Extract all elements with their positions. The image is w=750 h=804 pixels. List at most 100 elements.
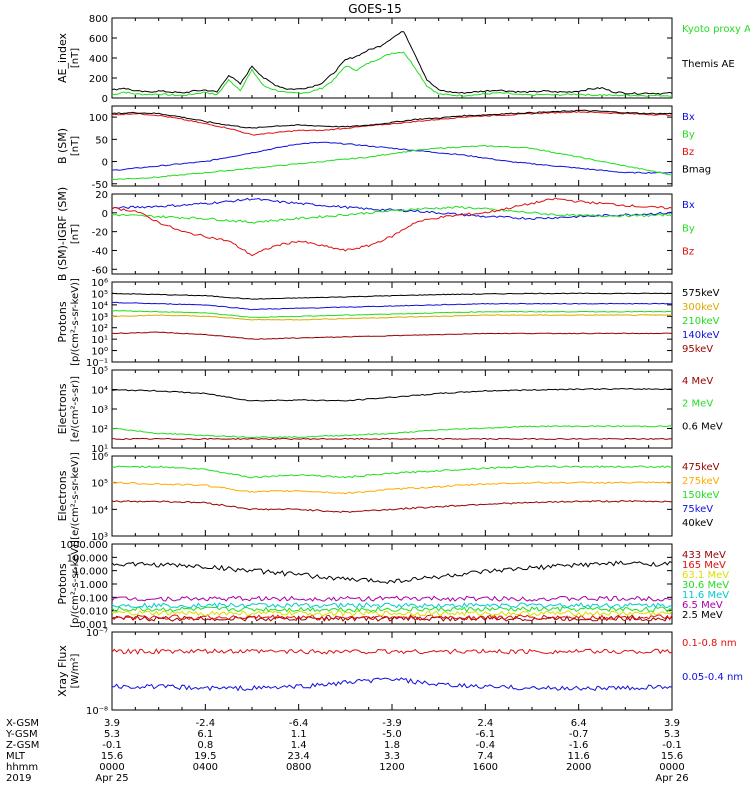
panel-bigrf: -60 -40 -20 0 20 B (SM)-IGRF (SM) [nT] Bx By Bz [56, 187, 695, 281]
series-line [112, 331, 673, 340]
y-tick-label: 50 [95, 135, 108, 146]
y-axis-unit: [nT] [70, 224, 81, 244]
series-line [111, 610, 673, 617]
panel-xray: 10⁻⁸ 10⁻⁷ Xray Flux [W/m²] 0.1-0.8 nm 0.05-0.… [56, 628, 743, 717]
series-line [111, 309, 672, 319]
footer-cell: 11.6 [568, 751, 590, 762]
y-tick-label: 800 [89, 14, 108, 25]
y-tick-label: -20 [92, 228, 108, 239]
series-line [111, 205, 673, 224]
y-axis-unit: [e/(cm²-s-sr-keV)] [70, 452, 81, 540]
y-tick-label: 10² [91, 425, 108, 436]
y-tick-label: 10⁻⁷ [86, 628, 108, 639]
legend-entry: Bmag [682, 165, 711, 176]
footer-cell: 7.4 [477, 751, 493, 762]
y-axis-label: Electrons [56, 470, 69, 521]
legend-entry: 0.6 MeV [682, 421, 723, 432]
y-tick-label: 10³ [91, 405, 108, 416]
footer-cell: 5.3 [104, 729, 120, 740]
footer-cell: -0.7 [569, 729, 589, 740]
series-line [111, 481, 673, 495]
footer-cell: 15.6 [101, 751, 123, 762]
y-axis-label: B (SM) [56, 128, 69, 164]
y-tick-label: -40 [92, 246, 108, 257]
legend-entry: 475keV [682, 462, 720, 473]
footer-cell: 0400 [193, 762, 218, 773]
legend-entry: 63.1 MeV [682, 570, 729, 581]
footer-row-label: X-GSM [6, 718, 39, 729]
footer-cell: 1.1 [291, 729, 307, 740]
y-axis-unit: [nT] [70, 136, 81, 156]
series-line [111, 677, 673, 692]
footer-cell: Apr 25 [95, 773, 128, 784]
legend-entry: Bx [682, 112, 695, 123]
legend-entry: 140keV [682, 330, 720, 341]
plot-frame [111, 455, 673, 537]
y-axis-label: Xray Flux [56, 645, 69, 697]
footer-cell: 2.4 [477, 718, 493, 729]
series-line [111, 51, 673, 97]
y-axis-label: Protons [56, 563, 69, 604]
footer-row-label: 2019 [6, 773, 31, 784]
footer-cell: 1600 [473, 762, 498, 773]
y-tick-label: 0 [102, 158, 108, 169]
series-line [111, 301, 673, 311]
legend-entry: Bx [682, 200, 695, 211]
series-line [111, 197, 673, 257]
footer-cell: 3.9 [104, 718, 120, 729]
y-tick-label: 0.100 [79, 593, 108, 604]
series-line [111, 560, 673, 585]
y-axis-label: AE_index [56, 32, 69, 83]
series-line [111, 615, 673, 622]
footer-cell: 5.3 [664, 729, 680, 740]
footer-cell: 19.5 [194, 751, 216, 762]
legend-entry: 0.05-0.4 nm [682, 672, 743, 683]
y-tick-label: 10⁵ [91, 366, 108, 377]
y-tick-label: 10⁰ [91, 347, 108, 358]
y-tick-label: 600 [89, 34, 108, 45]
y-axis-unit: [W/m²] [70, 653, 81, 688]
y-tick-label: 100 [89, 113, 108, 124]
legend-entry: 575keV [682, 288, 720, 299]
legend-entry: 11.6 MeV [682, 590, 729, 601]
footer-cell: -1.6 [569, 740, 589, 751]
plot-frame [111, 17, 673, 99]
legend-entry: 2.5 MeV [682, 610, 723, 621]
series-line [111, 144, 673, 181]
footer-cell: 3.9 [664, 718, 680, 729]
legend-entry: By [682, 223, 695, 234]
series-line [111, 425, 673, 439]
series-line [111, 437, 673, 441]
series-line [111, 197, 673, 221]
footer-row-label: hhmm [6, 762, 38, 773]
y-axis-unit: [e/(cm²-s-sr)] [70, 376, 81, 442]
footer-cell: 6.4 [571, 718, 587, 729]
series-line [111, 465, 673, 479]
series-line [111, 31, 673, 95]
y-tick-label: 10¹ [91, 444, 108, 455]
y-tick-label: 10³ [91, 532, 108, 543]
y-tick-label: 1000.000 [60, 540, 108, 551]
footer-cell: -3.9 [382, 718, 402, 729]
legend-entry: 433 MeV [682, 550, 726, 561]
series-line [111, 614, 673, 621]
legend-entry: 75keV [682, 504, 713, 515]
footer-row-label: MLT [6, 751, 26, 762]
y-tick-label: 10¹ [91, 335, 108, 346]
legend-entry: Themis AE [681, 59, 735, 70]
series-line [111, 648, 673, 655]
footer-cell: 23.4 [288, 751, 310, 762]
y-tick-label: 100.000 [67, 553, 108, 564]
footer-cell: -6.1 [476, 729, 496, 740]
footer-cell: 0800 [286, 762, 311, 773]
legend-entry: Kyoto proxy AE [682, 24, 750, 35]
footer-cell: -0.1 [662, 740, 682, 751]
legend-entry: 4 MeV [682, 376, 713, 387]
y-tick-label: 20 [95, 190, 108, 201]
footer-cell: Apr 26 [655, 773, 688, 784]
panel-protons_mev: 0.001 0.010 0.100 1.000 10.000 100.000 1000.00… [56, 540, 729, 631]
y-tick-label: -60 [92, 265, 108, 276]
y-tick-label: 10² [91, 324, 108, 335]
y-tick-label: 10⁶ [91, 452, 108, 463]
